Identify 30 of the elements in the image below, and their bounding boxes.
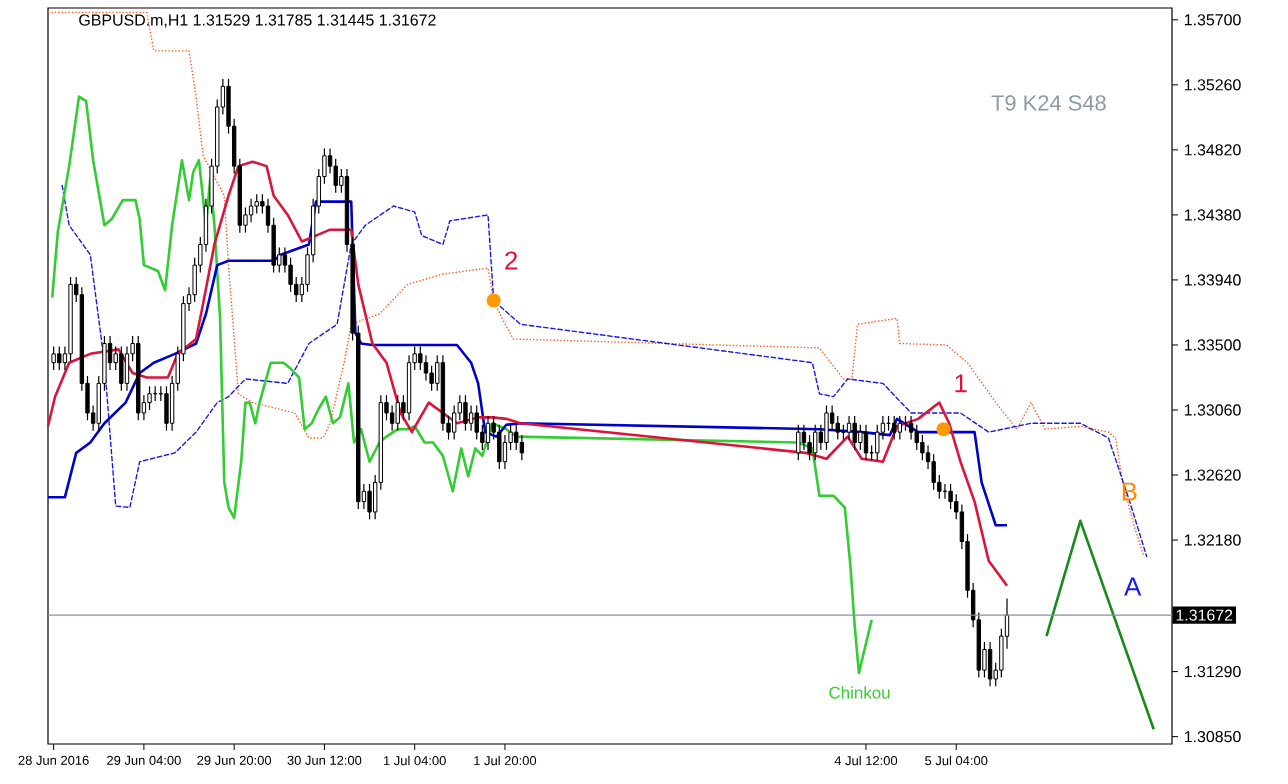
annotation: A bbox=[1124, 577, 1142, 596]
candlestick bbox=[468, 404, 474, 432]
candlestick bbox=[497, 424, 502, 470]
candlestick bbox=[119, 345, 124, 392]
annotation: B bbox=[1122, 482, 1137, 501]
annotation: Chinkou bbox=[829, 686, 890, 699]
candlestick bbox=[897, 415, 903, 441]
candlestick bbox=[367, 483, 372, 520]
candlestick bbox=[485, 415, 491, 451]
candlestick bbox=[987, 641, 993, 687]
candlestick bbox=[931, 453, 936, 491]
candlestick bbox=[254, 193, 259, 215]
candlestick bbox=[796, 424, 801, 461]
line-series bbox=[47, 11, 1145, 557]
candlestick bbox=[463, 394, 468, 432]
candlestick bbox=[846, 415, 852, 441]
candlestick bbox=[858, 424, 863, 451]
candlestick bbox=[164, 385, 169, 432]
annotation: 2 bbox=[505, 251, 517, 270]
candlestick bbox=[57, 345, 62, 371]
candlestick bbox=[395, 394, 400, 432]
annotation: 1 bbox=[955, 374, 967, 393]
candlestick bbox=[852, 415, 857, 451]
line-series bbox=[50, 95, 873, 675]
candlestick bbox=[891, 415, 897, 441]
annotation: T9 K24 S48 bbox=[991, 95, 1106, 111]
candlestick bbox=[875, 424, 880, 461]
candlestick bbox=[813, 424, 818, 461]
candlestick bbox=[824, 404, 829, 451]
line-series bbox=[61, 184, 1148, 557]
